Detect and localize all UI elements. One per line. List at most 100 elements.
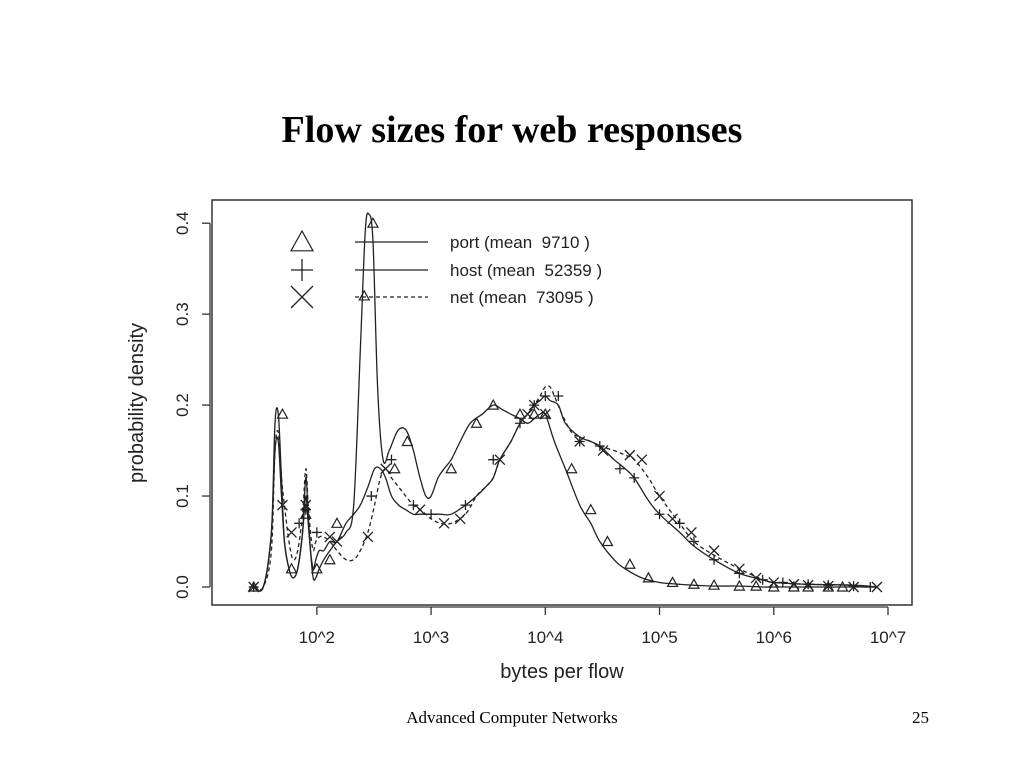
x-tick-label: 10^5 xyxy=(641,628,677,647)
series-point-port xyxy=(513,407,526,419)
series-point-net xyxy=(636,454,648,466)
series-point-net xyxy=(624,449,636,461)
series-point-net xyxy=(750,572,762,584)
series-point-host xyxy=(426,509,437,520)
series-point-port xyxy=(299,508,312,519)
series-point-net xyxy=(324,531,336,543)
y-tick-label: 0.2 xyxy=(173,393,192,417)
series-point-host xyxy=(294,518,305,529)
series-point-net xyxy=(788,578,800,590)
y-tick-label: 0.0 xyxy=(173,575,192,599)
series-point-host xyxy=(734,568,745,579)
series-point-port xyxy=(584,503,597,515)
series-line-port xyxy=(253,212,877,592)
series-point-net xyxy=(454,513,466,525)
legend-marker xyxy=(289,229,315,252)
series-point-host xyxy=(553,391,564,401)
y-axis-label: probability density xyxy=(126,323,148,483)
series-point-port xyxy=(822,580,835,592)
legend-marker xyxy=(290,285,314,309)
series-point-port xyxy=(750,579,763,591)
y-axis: 0.0 0.1 0.2 0.3 0.4 xyxy=(173,211,211,599)
series-point-port xyxy=(565,462,578,474)
series-point-net xyxy=(248,581,260,593)
legend-label: port (mean 9710 ) xyxy=(450,233,590,252)
legend-entry-host: host (mean 52359 ) xyxy=(291,259,602,281)
series-point-port xyxy=(388,462,401,474)
series-layer xyxy=(247,212,883,593)
series-point-net xyxy=(414,504,426,516)
series-point-net xyxy=(597,445,609,457)
series-point-host xyxy=(460,500,471,511)
series-point-net xyxy=(528,399,540,411)
series-point-port xyxy=(733,579,746,591)
series-point-port xyxy=(323,553,336,565)
y-tick-label: 0.4 xyxy=(173,211,192,235)
series-point-port xyxy=(708,578,721,590)
series-point-net xyxy=(667,513,679,525)
series-point-host xyxy=(540,391,551,401)
x-tick-label: 10^7 xyxy=(870,628,906,647)
series-point-net xyxy=(300,499,312,511)
x-tick-label: 10^2 xyxy=(299,628,335,647)
series-point-host xyxy=(614,463,625,474)
x-axis: 10^2 10^3 10^4 10^5 10^6 10^7 xyxy=(299,606,906,647)
series-point-host xyxy=(629,472,640,483)
series-point-host xyxy=(654,509,665,520)
legend-label: net (mean 73095 ) xyxy=(450,288,594,307)
series-point-port xyxy=(539,407,552,419)
series-point-net xyxy=(539,408,551,420)
series-point-net xyxy=(685,526,697,538)
series-point-net xyxy=(522,408,534,420)
series-point-net xyxy=(822,580,834,592)
series-point-net xyxy=(276,499,288,511)
series-point-host xyxy=(311,527,322,538)
series-point-port xyxy=(666,576,679,588)
series-point-host xyxy=(366,491,377,502)
series-point-net xyxy=(331,536,343,547)
series-net xyxy=(248,385,883,593)
series-point-host xyxy=(757,574,768,585)
series-point-net xyxy=(574,436,586,447)
series-point-port xyxy=(366,216,379,228)
series-point-host xyxy=(386,454,397,465)
series-point-net xyxy=(362,531,374,543)
series-point-port xyxy=(330,517,343,528)
series-point-port xyxy=(487,398,500,410)
series-point-port xyxy=(470,417,483,428)
series-point-host xyxy=(688,536,699,547)
series-host xyxy=(248,391,877,592)
legend-entry-port: port (mean 9710 ) xyxy=(289,229,590,252)
series-point-port xyxy=(642,571,655,583)
series-point-net xyxy=(768,576,780,588)
plot-frame xyxy=(211,199,913,606)
series-port xyxy=(247,212,877,592)
series-point-port xyxy=(401,435,414,447)
x-tick-label: 10^6 xyxy=(756,628,792,647)
series-point-net xyxy=(380,463,392,475)
series-point-net xyxy=(494,454,506,466)
series-point-net xyxy=(802,579,814,591)
legend-label: host (mean 52359 ) xyxy=(450,261,602,280)
series-point-port xyxy=(445,462,458,474)
x-tick-label: 10^4 xyxy=(527,628,563,647)
series-point-port xyxy=(836,580,849,592)
y-tick-label: 0.1 xyxy=(173,484,192,508)
series-point-net xyxy=(654,490,665,502)
slide-title: Flow sizes for web responses xyxy=(281,109,743,151)
series-point-port xyxy=(767,580,780,592)
slide-footer: Advanced Computer Networks xyxy=(406,708,618,727)
series-point-net xyxy=(708,545,720,557)
series-point-net xyxy=(733,563,745,575)
series-point-port xyxy=(802,580,815,592)
series-point-port xyxy=(276,407,289,419)
series-point-port xyxy=(601,535,614,547)
series-point-host xyxy=(594,441,605,452)
series-point-net xyxy=(286,526,297,538)
series-point-net xyxy=(438,517,450,529)
series-point-net xyxy=(871,581,883,593)
series-point-port xyxy=(528,407,541,419)
legend-marker xyxy=(291,259,313,281)
page-number: 25 xyxy=(912,708,929,727)
y-tick-label: 0.3 xyxy=(173,302,192,326)
